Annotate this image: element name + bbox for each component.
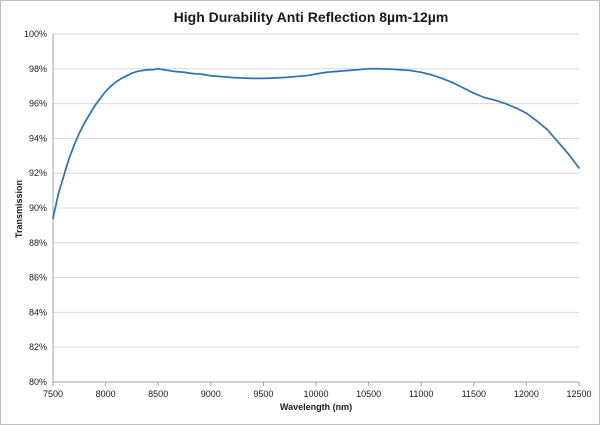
data-point: [220, 75, 223, 78]
data-point: [273, 77, 275, 79]
data-point: [157, 68, 159, 70]
data-point: [336, 70, 338, 73]
data-point: [62, 175, 65, 178]
data-point: [283, 76, 286, 79]
data-point: [78, 132, 81, 134]
data-point: [420, 71, 423, 74]
y-tick-label: 90%: [29, 203, 47, 213]
data-point: [557, 141, 559, 143]
data-point: [294, 75, 296, 78]
data-point: [241, 77, 244, 79]
data-point: [120, 77, 123, 80]
data-point: [52, 217, 54, 220]
data-point: [483, 96, 486, 99]
data-point: [441, 77, 444, 80]
data-point: [204, 74, 207, 76]
data-point: [315, 73, 317, 75]
x-axis-title: Wavelength (nm): [280, 402, 352, 412]
data-point: [430, 74, 433, 76]
data-point: [136, 70, 138, 73]
y-tick-label: 80%: [29, 377, 47, 387]
data-point: [388, 68, 391, 70]
x-tick-label: 7500: [43, 389, 63, 399]
data-point: [104, 90, 107, 93]
x-tick-label: 10500: [356, 389, 381, 399]
data-point: [146, 68, 149, 71]
data-point: [367, 68, 370, 70]
data-point: [504, 102, 507, 105]
y-tick-label: 84%: [29, 307, 47, 317]
x-tick-label: 12500: [566, 389, 591, 399]
data-point: [399, 68, 401, 71]
data-point: [73, 144, 75, 147]
data-point: [89, 113, 91, 115]
data-point: [131, 72, 133, 74]
data-point: [578, 167, 580, 169]
y-tick-label: 88%: [29, 238, 47, 248]
data-point: [525, 112, 528, 114]
data-point: [567, 153, 570, 155]
y-axis-title: Transmission: [14, 180, 24, 238]
data-point: [546, 128, 549, 131]
x-tick-label: 8500: [148, 389, 168, 399]
data-point: [141, 69, 144, 72]
data-point: [173, 70, 175, 73]
chart-title: High Durability Anti Reflection 8µm-12µm: [174, 9, 449, 25]
y-tick-label: 86%: [29, 273, 47, 283]
series-line: [52, 67, 580, 219]
data-point: [409, 69, 412, 72]
x-tick-label: 11500: [462, 389, 486, 399]
x-tick-label: 9000: [201, 389, 221, 399]
x-tick-label: 12000: [514, 389, 539, 399]
data-point: [162, 68, 165, 71]
data-point: [473, 92, 475, 94]
data-point: [194, 72, 196, 75]
data-point: [183, 71, 186, 74]
data-point: [83, 121, 86, 124]
data-point: [152, 68, 154, 71]
y-tick-label: 82%: [29, 342, 47, 352]
data-point: [178, 71, 181, 73]
axis-layer: 80% 82% 84% 86% 88% 90% 92% 94% 96% 98% 100% 7500 80…: [24, 29, 592, 399]
data-point: [262, 77, 265, 80]
data-point: [462, 87, 465, 89]
data-point: [357, 68, 359, 71]
data-point: [252, 77, 254, 80]
y-tick-label: 96%: [29, 99, 47, 109]
data-point: [94, 104, 96, 107]
data-point: [110, 85, 112, 87]
data-point: [188, 72, 191, 74]
data-point: [67, 158, 70, 161]
x-tick-label: 8000: [96, 389, 116, 399]
data-point: [515, 107, 517, 109]
grid-layer: [53, 33, 579, 348]
data-point: [536, 120, 538, 122]
data-point: [210, 74, 212, 77]
data-point: [325, 71, 328, 74]
data-point: [199, 73, 202, 75]
x-tick-label: 11000: [409, 389, 433, 399]
data-point: [378, 68, 380, 70]
y-tick-label: 100%: [24, 29, 47, 39]
data-point: [125, 74, 128, 77]
data-point: [57, 193, 60, 195]
series-layer: [52, 67, 580, 220]
y-tick-label: 94%: [29, 133, 47, 143]
x-tick-label: 9500: [253, 389, 273, 399]
data-point: [304, 74, 307, 77]
x-tick-label: 10000: [303, 389, 328, 399]
data-point: [167, 69, 170, 72]
data-point: [451, 81, 454, 84]
y-tick-label: 98%: [29, 64, 47, 74]
data-point: [99, 97, 102, 100]
data-point: [231, 76, 233, 79]
y-tick-label: 92%: [29, 168, 47, 178]
data-point: [346, 69, 349, 72]
data-point: [494, 99, 496, 101]
data-point: [115, 81, 117, 83]
